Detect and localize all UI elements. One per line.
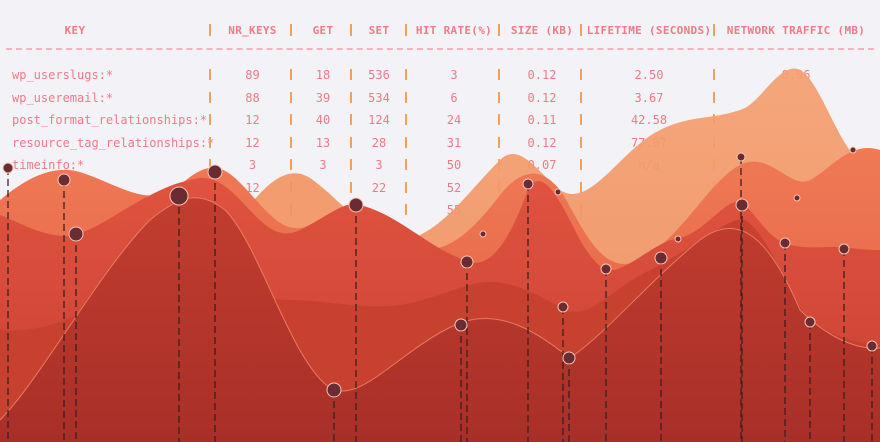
column-separator: [350, 114, 352, 125]
column-separator: [405, 204, 407, 215]
column-separator: [350, 159, 352, 170]
column-separator: [405, 69, 407, 80]
column-separator: [350, 69, 352, 80]
header-separator: [405, 24, 407, 36]
cell-key: wp_useremail:*: [12, 90, 114, 105]
cell-size: 0.11: [527, 113, 557, 127]
cell-nr-keys: 12: [245, 135, 260, 150]
header-network-traffic: NETWORK TRAFFIC (MB): [726, 24, 866, 37]
column-separator: [713, 69, 715, 80]
column-separator: [290, 91, 292, 103]
column-separator: [350, 181, 352, 193]
cell-get: 40: [315, 113, 331, 127]
cell-get: 3: [319, 158, 327, 172]
cell-lifetime: 42.58: [630, 113, 668, 127]
cell-set: 124: [368, 113, 390, 127]
header-get: GET: [312, 24, 334, 37]
cell-key: resource_tag_relationships:*: [12, 135, 215, 150]
cell-hit-rate: 3: [450, 68, 458, 82]
header-lifetime: LIFETIME (SECONDS): [586, 24, 712, 37]
column-separator: [350, 136, 352, 148]
cell-lifetime: 2.50: [634, 68, 664, 82]
header-key: KEY: [64, 24, 86, 37]
cell-nr-keys: 88: [245, 90, 260, 105]
header-set: SET: [368, 24, 390, 37]
cell-hit-rate: 6: [450, 90, 458, 105]
cell-size: 0.12: [527, 68, 557, 82]
cell-hit-rate: 31: [446, 135, 462, 150]
cell-nr-keys: 12: [245, 180, 260, 195]
column-separator: [580, 181, 582, 193]
column-separator: [498, 114, 500, 125]
header-size: SIZE (KB): [510, 24, 574, 37]
header-separator: [350, 24, 352, 36]
table-row: wp_useremail:* 88 39 534 6 0.12 3.67: [0, 87, 880, 109]
cell-key: timeinfo:*: [12, 158, 85, 172]
header-separator: [580, 24, 582, 36]
column-separator: [290, 114, 292, 125]
column-separator: [713, 91, 715, 103]
header-nr-keys: NR_KEYS: [228, 24, 277, 37]
front-ridge-line: [0, 197, 880, 421]
cell-lifetime: 3.67: [634, 90, 664, 105]
header-separator: [498, 24, 500, 36]
column-separator: [405, 136, 407, 148]
header-divider: [6, 48, 874, 50]
cell-nr-keys: 12: [245, 113, 260, 127]
column-separator: [580, 159, 582, 170]
column-separator: [580, 114, 582, 125]
cell-set: 536: [368, 68, 390, 82]
column-separator: [580, 136, 582, 148]
cell-nr-keys: 89: [245, 68, 260, 82]
column-separator: [209, 136, 211, 148]
column-separator: [405, 91, 407, 103]
column-separator: [290, 69, 292, 80]
column-separator: [290, 159, 292, 170]
column-separator: [498, 91, 500, 103]
column-separator: [350, 91, 352, 103]
column-separator: [209, 91, 211, 103]
cell-set: 3: [375, 158, 383, 172]
table-header-row: KEY NR_KEYS GET SET HIT RATE(%) SIZE (KB…: [0, 20, 880, 42]
column-separator: [580, 69, 582, 80]
cell-nr-keys: 3: [248, 158, 257, 172]
column-separator: [405, 159, 407, 170]
cell-get: 18: [315, 68, 331, 82]
cell-hit-rate: 24: [446, 113, 462, 127]
column-separator: [405, 181, 407, 193]
header-hit-rate: HIT RATE(%): [415, 24, 493, 37]
header-separator: [290, 24, 292, 36]
column-separator: [209, 159, 211, 170]
cell-hit-rate: 50: [446, 158, 462, 172]
cell-set: 28: [371, 135, 387, 150]
cell-set: 22: [371, 180, 387, 195]
column-separator: [209, 114, 211, 125]
column-separator: [290, 136, 292, 148]
table-row: post_format_relationships:* 12 40 124 24 0.11…: [0, 109, 880, 131]
column-separator: [498, 69, 500, 80]
header-separator: [209, 24, 211, 36]
cell-set: 534: [368, 90, 390, 105]
cell-get: 39: [315, 90, 331, 105]
column-separator: [405, 114, 407, 125]
header-separator: [713, 24, 715, 36]
cell-size: 0.12: [527, 135, 557, 150]
wave-layer-front: [0, 197, 880, 442]
cell-get: 13: [315, 135, 331, 150]
cell-size: 0.12: [527, 90, 557, 105]
cell-key: wp_userslugs:*: [12, 68, 114, 82]
wave-markers: [2, 146, 878, 398]
cell-key: post_format_relationships:*: [12, 113, 208, 127]
column-separator: [498, 136, 500, 148]
column-separator: [209, 69, 211, 80]
cell-hit-rate: 52: [446, 180, 462, 195]
column-separator: [580, 91, 582, 103]
